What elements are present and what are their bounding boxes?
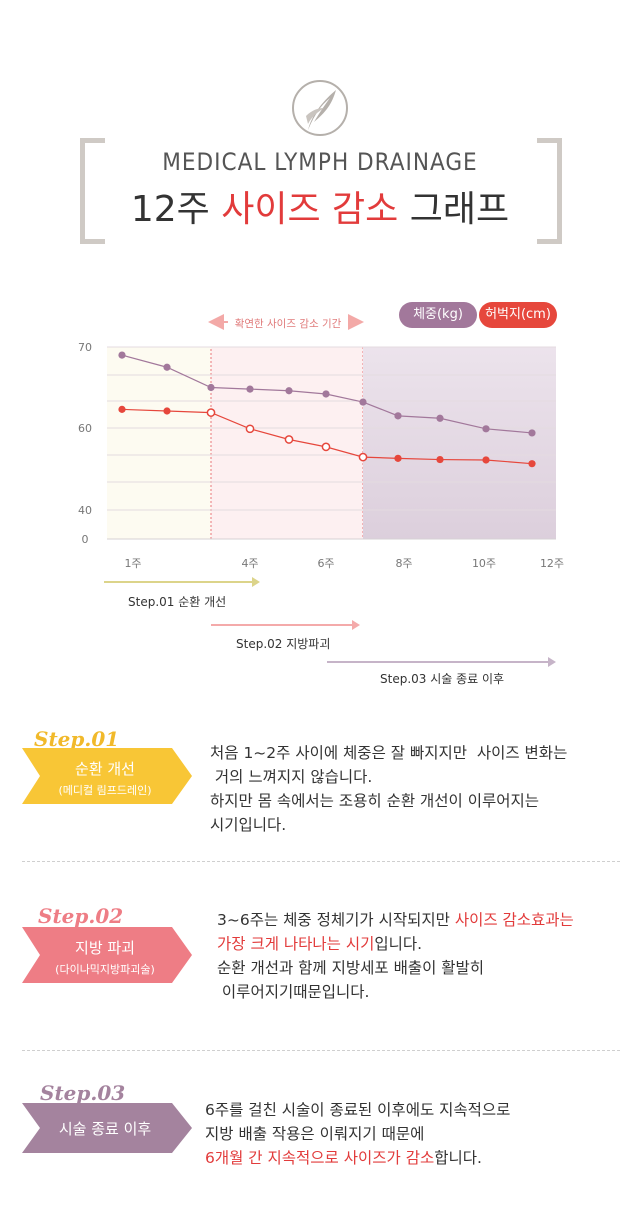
phase2-arrowhead bbox=[352, 620, 360, 630]
data-point bbox=[358, 452, 368, 462]
data-point bbox=[322, 390, 330, 398]
step1-line: 하지만 몸 속에서는 조용히 순환 개선이 이루어지는 bbox=[210, 792, 540, 810]
legend-weight: 체중(kg) bbox=[399, 302, 477, 328]
phase1-label: Step.01 순환 개선 bbox=[128, 595, 226, 609]
title-highlight: 사이즈 감소 bbox=[221, 189, 399, 230]
step1-description: 처음 1~2주 사이에 체중은 잘 빠지지만 사이즈 변화는 거의 느껴지지 않… bbox=[210, 741, 567, 837]
data-point bbox=[118, 351, 126, 359]
x-tick-label: 4주 bbox=[241, 557, 258, 570]
step2-line2-highlight: 가장 크게 나타나는 시기 bbox=[217, 935, 375, 953]
data-point bbox=[482, 456, 490, 464]
step3-badge-shape bbox=[22, 1103, 192, 1153]
data-point bbox=[394, 454, 402, 462]
step1-label: Step.01 bbox=[34, 727, 120, 751]
step3-badge: 시술 종료 이후 bbox=[30, 1103, 180, 1153]
step1-line: 처음 1~2주 사이에 체중은 잘 빠지지만 사이즈 변화는 bbox=[210, 744, 568, 762]
step2-line1-highlight: 사이즈 감소효과는 bbox=[454, 911, 574, 929]
data-point bbox=[163, 407, 171, 415]
step3-line3-highlight: 6개월 간 지속적으로 사이즈가 감소 bbox=[205, 1149, 435, 1167]
data-point bbox=[285, 387, 293, 395]
data-point bbox=[118, 405, 126, 413]
step2-line3: 순환 개선과 함께 지방세포 배출이 활발히 bbox=[217, 959, 485, 977]
size-reduction-chart: 확연한 사이즈 감소 기간 70 60 40 0 1주 4주 6주 8주 10주… bbox=[78, 313, 564, 686]
step2-badge-main: 지방 파괴 bbox=[75, 939, 135, 957]
data-point bbox=[246, 385, 254, 393]
step1-badge-shape bbox=[22, 748, 192, 804]
phase3-background bbox=[363, 347, 556, 539]
step2-line2-plain: 입니다. bbox=[374, 935, 423, 953]
step1-badge-main: 순환 개선 bbox=[75, 760, 135, 778]
y-tick-label: 60 bbox=[78, 422, 92, 435]
step3-line1: 6주를 걸친 시술이 종료된 이후에도 지속적으로 bbox=[205, 1101, 511, 1119]
data-point bbox=[206, 408, 216, 417]
x-tick-label: 10주 bbox=[472, 557, 496, 570]
page-subtitle: MEDICAL LYMPH DRAINAGE bbox=[162, 148, 478, 176]
y-tick-label: 0 bbox=[82, 533, 89, 546]
step3-badge-main: 시술 종료 이후 bbox=[58, 1120, 152, 1138]
highlight-range-label: 확연한 사이즈 감소 기간 bbox=[235, 317, 342, 330]
page-title: 12주 사이즈 감소 그래프 bbox=[0, 180, 640, 232]
data-point bbox=[245, 424, 255, 434]
title-suffix: 그래프 bbox=[398, 189, 510, 230]
legend-waist: 허벅지(cm) bbox=[479, 302, 557, 328]
step2-label: Step.02 bbox=[38, 904, 124, 928]
step2-line1-plain: 3~6주는 체중 정체기가 시작되지만 bbox=[217, 911, 455, 929]
y-tick-label: 40 bbox=[78, 504, 92, 517]
data-point bbox=[207, 383, 215, 392]
step3-line2: 지방 배출 작용은 이뤄지기 때문에 bbox=[205, 1125, 425, 1143]
data-point bbox=[436, 414, 444, 422]
data-point bbox=[359, 398, 367, 406]
x-tick-label: 1주 bbox=[124, 557, 141, 570]
series-weight bbox=[118, 351, 536, 437]
step1-badge-sub: (메디컬 림프드레인) bbox=[58, 784, 152, 797]
step1-badge: 순환 개선 (메디컬 림프드레인) bbox=[30, 748, 180, 804]
x-tick-label: 12주 bbox=[540, 557, 564, 570]
y-tick-label: 70 bbox=[78, 341, 92, 354]
data-point bbox=[528, 460, 536, 468]
step2-badge-shape bbox=[22, 927, 192, 983]
section-divider bbox=[22, 861, 620, 862]
feather-logo-icon bbox=[292, 80, 348, 136]
step1-line: 거의 느껴지지 않습니다. bbox=[210, 768, 373, 786]
section-divider bbox=[22, 1050, 620, 1051]
step3-label: Step.03 bbox=[40, 1081, 126, 1105]
step1-line: 시기입니다. bbox=[210, 816, 287, 834]
phase3-label: Step.03 시술 종료 이후 bbox=[380, 672, 504, 686]
x-tick-label: 8주 bbox=[395, 557, 412, 570]
series-waist bbox=[118, 405, 536, 468]
data-point bbox=[163, 363, 171, 371]
data-point bbox=[321, 442, 331, 452]
x-tick-label: 6주 bbox=[317, 557, 334, 570]
phase1-arrowhead bbox=[252, 577, 260, 587]
title-prefix: 12주 bbox=[130, 189, 222, 230]
phase2-label: Step.02 지방파괴 bbox=[236, 637, 330, 651]
data-point bbox=[284, 435, 294, 444]
step2-line4: 이루어지기때문입니다. bbox=[217, 983, 370, 1001]
step3-line3-plain: 합니다. bbox=[434, 1149, 482, 1167]
data-point bbox=[482, 425, 490, 433]
step2-badge-sub: (다이나믹지방파괴술) bbox=[55, 963, 155, 976]
step2-badge: 지방 파괴 (다이나믹지방파괴술) bbox=[30, 927, 180, 983]
highlight-range-bg bbox=[228, 313, 348, 331]
data-point bbox=[394, 412, 402, 420]
title-bracket-left bbox=[80, 138, 105, 244]
data-point bbox=[436, 455, 444, 464]
phase3-arrowhead bbox=[548, 657, 556, 667]
title-bracket-right bbox=[537, 138, 562, 244]
data-point bbox=[528, 429, 536, 437]
